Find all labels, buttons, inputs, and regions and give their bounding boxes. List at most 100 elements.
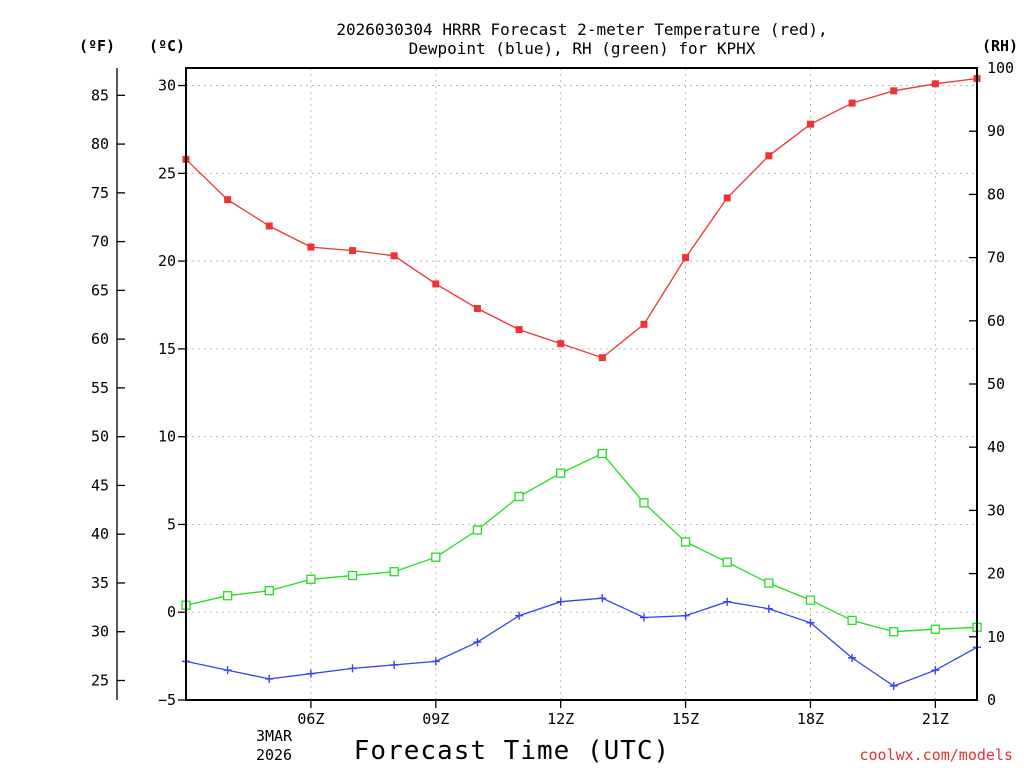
data-point-marker — [805, 595, 816, 605]
data-point-marker — [431, 657, 440, 666]
data-point-marker — [389, 567, 399, 577]
series-line — [185, 452, 978, 633]
data-point-marker — [556, 597, 565, 606]
fahrenheit-tick-label: 50 — [91, 428, 109, 446]
chart-title-line-2: Dewpoint (blue), RH (green) for KPHX — [409, 39, 756, 58]
data-point-marker — [890, 87, 898, 95]
fahrenheit-tick-label: 30 — [91, 623, 109, 641]
data-point-marker — [224, 196, 232, 204]
data-point-marker — [722, 557, 732, 567]
rh-tick-label: 30 — [987, 501, 1005, 519]
data-point-marker — [515, 611, 524, 620]
axes: −5 0 5 10 15 20 25 30 25 30 35 40 45 50 55 60 65 70 75 80 85… — [91, 59, 1014, 728]
series-line — [185, 77, 978, 359]
rh-tick-label: 70 — [987, 249, 1005, 267]
data-point-marker — [681, 611, 690, 620]
celsius-tick-label: 0 — [167, 603, 176, 621]
data-point-marker — [515, 326, 523, 334]
rh-tick-label: 40 — [987, 438, 1005, 456]
series-lines — [181, 75, 982, 690]
fahrenheit-tick-label: 25 — [91, 671, 109, 689]
data-point-marker — [639, 613, 648, 622]
fahrenheit-tick-label: 40 — [91, 525, 109, 543]
rh-unit-label: (RH) — [982, 37, 1018, 55]
credit-text: coolwx.com/models — [859, 746, 1013, 764]
x-axis-label: Forecast Time (UTC) — [354, 736, 670, 766]
data-point-marker — [222, 591, 233, 601]
date-label-month: 3MAR — [256, 727, 293, 745]
x-tick-label: 09Z — [422, 710, 449, 728]
fahrenheit-tick-label: 65 — [91, 281, 109, 299]
data-point-marker — [306, 574, 316, 584]
celsius-tick-label: 30 — [158, 77, 176, 95]
data-point-marker — [514, 491, 524, 502]
data-point-marker — [557, 340, 565, 348]
rh-tick-label: 100 — [987, 59, 1014, 77]
chart-title-line-1: 2026030304 HRRR Forecast 2-meter Tempera… — [336, 20, 827, 39]
grid-lines — [186, 68, 977, 701]
data-point-marker — [848, 99, 856, 107]
data-point-marker — [931, 80, 939, 88]
data-point-marker — [806, 618, 815, 627]
data-point-marker — [556, 468, 566, 478]
data-point-marker — [639, 498, 649, 508]
data-point-marker — [847, 615, 857, 626]
celsius-tick-label: 25 — [158, 164, 176, 182]
data-point-marker — [930, 624, 941, 634]
series-line — [185, 597, 978, 687]
data-point-marker — [473, 638, 482, 647]
rh-tick-label: 50 — [987, 375, 1005, 393]
data-point-marker — [432, 280, 440, 288]
data-point-marker — [349, 247, 357, 255]
fahrenheit-tick-label: 70 — [91, 233, 109, 251]
data-point-marker — [889, 627, 899, 637]
plot-frame — [185, 67, 978, 701]
data-point-marker — [848, 653, 857, 662]
data-point-marker — [307, 243, 315, 251]
data-point-marker — [472, 525, 483, 535]
data-point-marker — [306, 669, 315, 678]
fahrenheit-tick-label: 85 — [91, 86, 109, 104]
fahrenheit-tick-label: 35 — [91, 574, 109, 592]
rh-tick-label: 20 — [987, 565, 1005, 583]
data-point-marker — [223, 666, 232, 675]
data-point-marker — [723, 597, 732, 606]
data-point-marker — [931, 666, 940, 675]
data-point-marker — [390, 252, 398, 260]
data-point-marker — [348, 664, 357, 673]
fahrenheit-tick-label: 45 — [91, 476, 109, 494]
rh-tick-label: 90 — [987, 122, 1005, 140]
data-point-marker — [390, 660, 399, 669]
celsius-tick-label: 5 — [167, 515, 176, 533]
data-point-marker — [598, 594, 607, 603]
data-point-marker — [598, 354, 606, 362]
data-point-marker — [764, 578, 774, 588]
x-tick-label: 12Z — [547, 710, 574, 728]
x-tick-label: 06Z — [297, 710, 324, 728]
rh-tick-label: 0 — [987, 691, 996, 709]
fahrenheit-unit-label: (ºF) — [79, 37, 115, 55]
x-tick-label: 21Z — [922, 710, 949, 728]
data-point-marker — [680, 537, 691, 547]
rh-tick-label: 60 — [987, 312, 1005, 330]
fahrenheit-tick-label: 55 — [91, 379, 109, 397]
rh-tick-label: 80 — [987, 185, 1005, 203]
rh-tick-label: 10 — [987, 628, 1005, 646]
celsius-tick-label: −5 — [158, 691, 176, 709]
data-point-marker — [765, 152, 773, 160]
data-point-marker — [889, 681, 898, 690]
data-point-marker — [265, 222, 273, 230]
celsius-tick-label: 20 — [158, 252, 176, 270]
data-point-marker — [265, 674, 274, 683]
data-point-marker — [640, 320, 648, 328]
x-tick-label: 18Z — [797, 710, 824, 728]
data-point-marker — [764, 604, 773, 613]
celsius-tick-label: 15 — [158, 340, 176, 358]
celsius-unit-label: (ºC) — [149, 37, 185, 55]
fahrenheit-tick-label: 60 — [91, 330, 109, 348]
data-point-marker — [264, 586, 274, 596]
x-tick-label: 15Z — [672, 710, 699, 728]
date-label-year: 2026 — [256, 746, 292, 764]
data-point-marker — [723, 194, 731, 202]
celsius-tick-label: 10 — [158, 428, 176, 446]
